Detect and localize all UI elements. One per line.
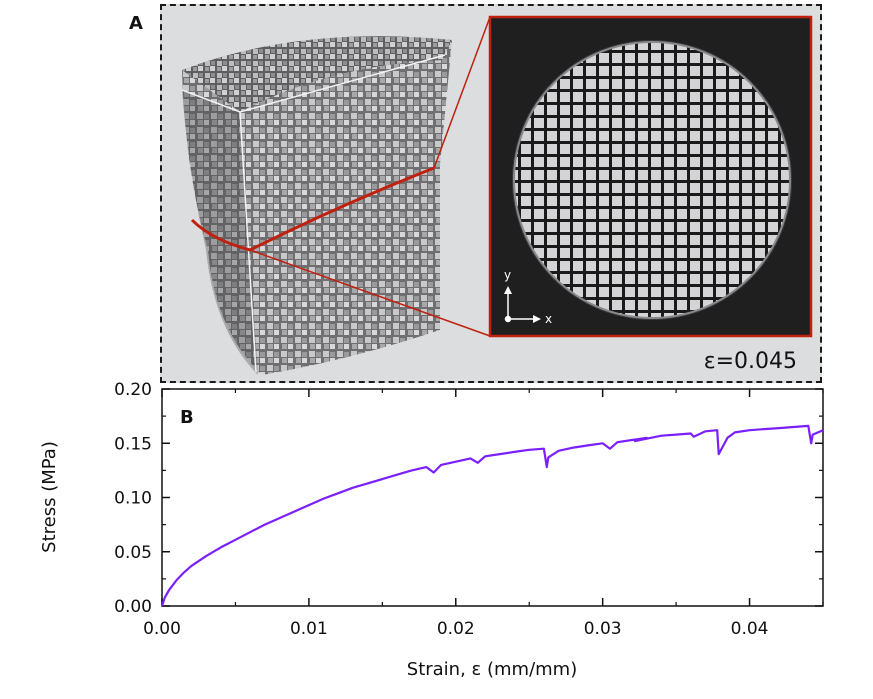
y-axis-label: Stress (MPa) bbox=[39, 441, 60, 553]
specimen-3d-render bbox=[181, 36, 452, 375]
x-tick-label: 0.03 bbox=[584, 619, 622, 639]
y-tick-label: 0.00 bbox=[114, 597, 152, 617]
cut-plane-lines bbox=[190, 16, 491, 337]
plot-frame bbox=[161, 388, 824, 607]
x-tick-label: 0.01 bbox=[290, 619, 328, 639]
x-axis-label: Strain, ε (mm/mm) bbox=[407, 659, 577, 680]
ct-slice-inset: y x bbox=[488, 15, 813, 338]
stress-strain-curve bbox=[160, 424, 824, 607]
strain-annotation: ε=0.045 bbox=[704, 349, 797, 374]
stress-strain-chart: 0.00 0.01 0.02 0.03 0.04 0.00 0.05 0.10 0.15 0.2… bbox=[39, 380, 824, 680]
y-tick-label: 0.10 bbox=[114, 489, 152, 509]
y-ticks: 0.00 0.05 0.10 0.15 0.20 bbox=[114, 380, 823, 617]
y-tick-label: 0.15 bbox=[114, 434, 152, 454]
x-tick-label: 0.00 bbox=[143, 619, 181, 639]
y-tick-label: 0.05 bbox=[114, 543, 152, 563]
axis-y-label: y bbox=[504, 268, 511, 282]
x-tick-label: 0.02 bbox=[437, 619, 475, 639]
y-tick-label: 0.20 bbox=[114, 380, 152, 400]
x-tick-label: 0.04 bbox=[731, 619, 769, 639]
axis-x-label: x bbox=[545, 312, 552, 326]
panel-b-label: B bbox=[180, 407, 194, 428]
panel-a-label: A bbox=[129, 13, 143, 34]
x-ticks: 0.00 0.01 0.02 0.03 0.04 bbox=[143, 389, 824, 639]
axis-indicator bbox=[504, 286, 541, 323]
